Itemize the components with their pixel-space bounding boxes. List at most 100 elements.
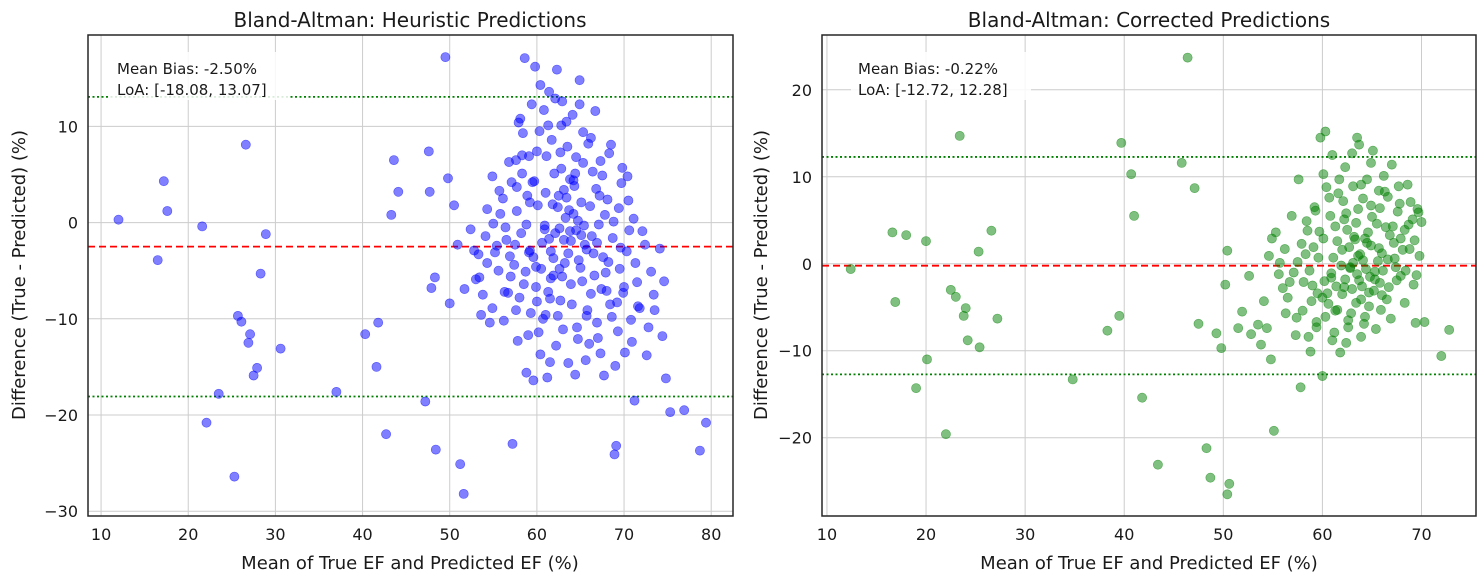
data-point	[201, 417, 212, 428]
data-point	[1335, 347, 1346, 358]
data-point	[1114, 310, 1125, 321]
data-point	[1416, 217, 1427, 227]
data-point	[1374, 185, 1384, 196]
data-point	[162, 206, 173, 216]
data-point	[532, 296, 542, 307]
data-point	[566, 235, 576, 246]
data-point	[555, 295, 566, 306]
data-point	[552, 310, 563, 321]
data-point	[1270, 227, 1281, 238]
data-point	[1308, 242, 1319, 253]
data-point	[516, 228, 527, 239]
y-tick-label: 20	[792, 81, 812, 100]
data-point	[1277, 283, 1288, 293]
data-point	[532, 200, 543, 211]
chart-title-heuristic: Bland-Altman: Heuristic Predictions	[233, 8, 586, 32]
data-point	[539, 105, 549, 115]
y-tick-label: −20	[778, 429, 812, 448]
data-point	[573, 215, 583, 226]
data-point	[1286, 210, 1297, 221]
data-point	[476, 309, 486, 320]
data-point	[626, 314, 636, 325]
data-point	[1343, 315, 1354, 326]
x-tick-label: 50	[1213, 525, 1233, 544]
data-point	[562, 141, 573, 152]
data-point	[1372, 218, 1382, 229]
data-point	[1338, 196, 1349, 206]
data-point	[646, 266, 656, 277]
data-point	[1259, 296, 1269, 307]
data-point	[514, 292, 525, 303]
data-point	[512, 335, 523, 346]
data-point	[469, 245, 479, 256]
data-point	[611, 440, 622, 451]
data-point	[1419, 317, 1430, 327]
x-tick-label: 60	[1312, 525, 1332, 544]
data-point	[1320, 311, 1331, 322]
data-point	[510, 239, 520, 250]
data-point	[1408, 279, 1419, 290]
data-point	[1412, 204, 1423, 214]
data-point	[1391, 275, 1402, 286]
data-point	[1264, 250, 1274, 261]
data-point	[974, 342, 985, 353]
data-point	[539, 220, 550, 231]
data-point	[1357, 281, 1367, 292]
data-point	[458, 488, 469, 499]
data-point	[594, 190, 605, 201]
data-point	[535, 80, 546, 90]
data-point	[1273, 269, 1284, 280]
data-point	[1222, 245, 1233, 256]
data-point	[556, 163, 567, 174]
data-point	[1321, 182, 1332, 193]
data-point	[1397, 244, 1408, 255]
data-point	[518, 128, 528, 138]
y-tick-label: −10	[44, 310, 78, 329]
data-point	[482, 258, 493, 268]
data-point	[504, 157, 514, 167]
data-point	[535, 349, 546, 360]
data-point	[477, 289, 488, 300]
data-point	[381, 429, 391, 440]
y-tick-label: −10	[778, 342, 812, 361]
data-point	[275, 343, 286, 354]
data-point	[1377, 290, 1387, 300]
data-point	[661, 373, 671, 384]
data-point	[540, 187, 551, 198]
data-point	[426, 283, 437, 293]
data-point	[578, 127, 588, 138]
data-point	[1314, 226, 1325, 237]
data-point	[393, 186, 404, 197]
data-point	[1340, 274, 1351, 285]
data-point	[331, 386, 342, 397]
data-point	[543, 120, 554, 131]
data-point	[922, 354, 932, 365]
data-point	[465, 224, 476, 235]
data-point	[571, 152, 581, 163]
data-point	[1325, 210, 1336, 221]
data-point	[1262, 323, 1272, 333]
annotation-loa: LoA: [-12.72, 12.28]	[858, 81, 1008, 99]
data-point	[424, 186, 435, 197]
data-point	[498, 315, 509, 326]
data-point	[528, 375, 539, 386]
data-point	[240, 139, 251, 150]
data-point	[1298, 277, 1309, 287]
data-point	[1342, 224, 1353, 235]
x-tick-label: 20	[916, 525, 936, 544]
data-point	[493, 265, 504, 276]
data-point	[507, 438, 518, 449]
data-point	[609, 449, 620, 460]
data-point	[559, 184, 569, 195]
data-point	[550, 93, 561, 104]
data-point	[504, 251, 515, 262]
points-corrected	[845, 52, 1455, 500]
data-point	[574, 99, 585, 110]
data-point	[1137, 392, 1147, 403]
data-point	[566, 279, 576, 290]
data-point	[552, 202, 563, 213]
y-tick-label: −20	[44, 406, 78, 425]
data-point	[488, 218, 499, 229]
data-point	[1274, 257, 1285, 268]
data-point	[1329, 327, 1340, 338]
